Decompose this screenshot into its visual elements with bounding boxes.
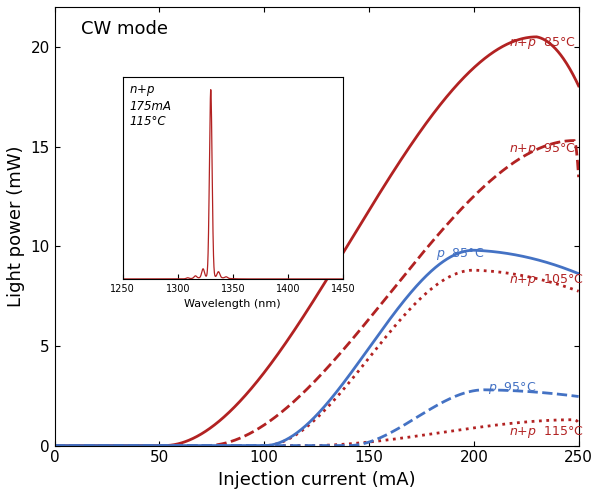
Text: $n$+$p$  105°C: $n$+$p$ 105°C [509, 272, 584, 288]
Text: $p$  85°C: $p$ 85°C [436, 246, 484, 262]
X-axis label: Injection current (mA): Injection current (mA) [218, 471, 415, 489]
Text: $p$  95°C: $p$ 95°C [488, 380, 536, 396]
Text: CW mode: CW mode [81, 20, 168, 38]
Text: $n$+$p$  115°C: $n$+$p$ 115°C [509, 424, 584, 439]
Text: $n$+$p$  95°C: $n$+$p$ 95°C [509, 140, 576, 157]
Y-axis label: Light power (mW): Light power (mW) [7, 145, 25, 307]
Text: $n$+$p$  85°C: $n$+$p$ 85°C [509, 35, 576, 51]
